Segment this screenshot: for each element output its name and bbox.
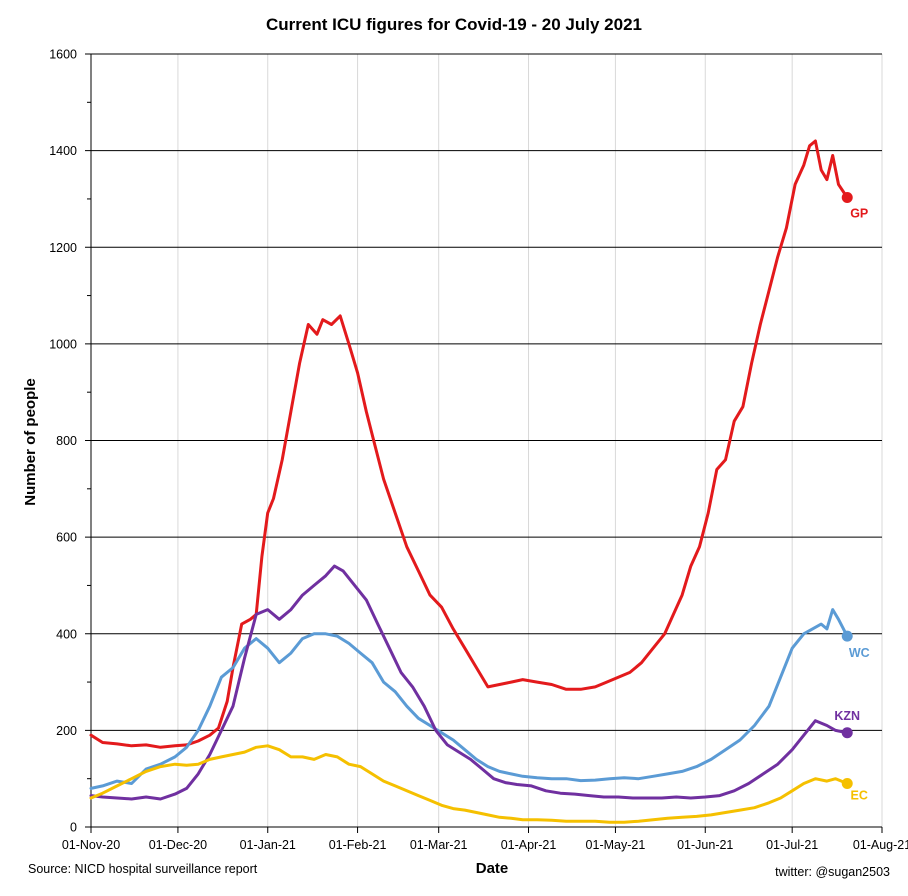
series-end-marker-kzn xyxy=(841,727,853,739)
x-tick-label: 01-Dec-20 xyxy=(149,838,207,852)
source-note: Source: NICD hospital surveillance repor… xyxy=(28,862,258,876)
series-end-marker-ec xyxy=(841,778,853,790)
x-tick-label: 01-Jun-21 xyxy=(677,838,733,852)
series-label-kzn: KZN xyxy=(834,709,860,723)
y-tick-label: 1600 xyxy=(49,48,77,62)
y-tick-label: 0 xyxy=(70,821,77,835)
x-tick-label: 01-Nov-20 xyxy=(62,838,120,852)
series-end-labels: GP WC KZN EC xyxy=(834,191,870,803)
y-tick-label: 200 xyxy=(56,724,77,738)
y-tick-label: 1400 xyxy=(49,144,77,158)
x-tick-label: 01-May-21 xyxy=(586,838,646,852)
series-line-wc xyxy=(89,608,849,790)
series-lines xyxy=(89,139,849,824)
x-tick-label: 01-Aug-21 xyxy=(853,838,908,852)
series-line-ec xyxy=(89,744,849,824)
y-tick-label: 1000 xyxy=(49,337,77,351)
x-tick-labels: 01-Nov-20 01-Dec-20 01-Jan-21 01-Feb-21 01-M… xyxy=(62,838,908,852)
series-label-gp: GP xyxy=(850,206,868,220)
chart-title: Current ICU figures for Covid-19 - 20 Ju… xyxy=(266,15,642,34)
x-tick-label: 01-Apr-21 xyxy=(501,838,557,852)
y-tick-label: 400 xyxy=(56,627,77,641)
series-label-wc: WC xyxy=(849,646,870,660)
y-axis-title: Number of people xyxy=(22,378,39,506)
y-tick-labels: 0 200 400 600 800 1000 1200 1400 1600 xyxy=(49,48,77,835)
x-tick-label: 01-Jan-21 xyxy=(240,838,296,852)
x-tick-label: 01-Mar-21 xyxy=(410,838,468,852)
y-tick-label: 800 xyxy=(56,434,77,448)
series-end-marker-gp xyxy=(841,191,853,203)
series-line-kzn xyxy=(89,564,849,801)
series-label-ec: EC xyxy=(851,789,868,803)
y-tick-label: 1200 xyxy=(49,241,77,255)
x-tick-label: 01-Jul-21 xyxy=(766,838,818,852)
x-axis-title: Date xyxy=(476,860,509,877)
credit-note: twitter: @sugan2503 xyxy=(775,865,890,879)
axes xyxy=(85,53,883,833)
series-line-gp xyxy=(89,139,849,749)
series-end-marker-wc xyxy=(841,630,853,642)
y-tick-label: 600 xyxy=(56,531,77,545)
x-tick-label: 01-Feb-21 xyxy=(329,838,387,852)
